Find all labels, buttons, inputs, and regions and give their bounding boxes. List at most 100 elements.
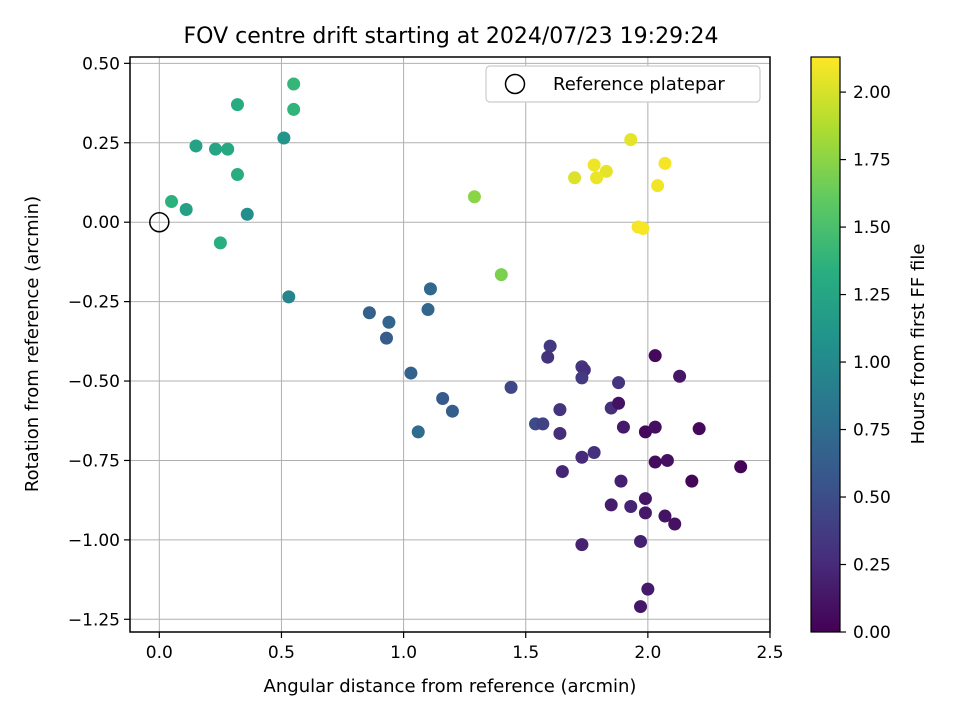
- data-point: [287, 77, 301, 91]
- data-point: [421, 303, 435, 317]
- data-point: [634, 534, 648, 548]
- colorbar-tick-label: 0.25: [853, 556, 891, 576]
- data-point: [230, 98, 244, 112]
- data-point: [445, 404, 459, 418]
- data-point: [282, 290, 296, 304]
- data-point: [362, 306, 376, 320]
- data-point: [541, 350, 555, 364]
- chart-title: FOV centre drift starting at 2024/07/23 …: [184, 24, 719, 49]
- colorbar-tick-label: 1.50: [853, 218, 891, 238]
- data-point: [599, 164, 613, 178]
- data-point: [382, 315, 396, 329]
- plot-frame: [129, 56, 771, 633]
- data-point: [587, 158, 601, 172]
- x-tick-label: 0.0: [146, 643, 173, 663]
- data-point: [590, 171, 604, 185]
- data-point: [668, 517, 682, 531]
- colorbar-tick-label: 0.75: [853, 421, 891, 441]
- reference-marker-layer: [149, 211, 170, 233]
- data-point: [568, 171, 582, 185]
- data-point: [616, 420, 630, 434]
- data-point: [504, 380, 518, 394]
- data-point: [658, 156, 672, 170]
- data-point: [587, 446, 601, 460]
- colorbar-tick-label: 2.00: [853, 83, 891, 103]
- x-tick-label: 1.5: [512, 643, 539, 663]
- data-point: [494, 268, 508, 282]
- data-point: [634, 600, 648, 614]
- y-tick-label: −0.50: [68, 372, 120, 392]
- legend-box: [485, 65, 761, 103]
- x-tick-label: 2.0: [634, 643, 661, 663]
- data-point: [165, 195, 179, 209]
- legend-reference-marker: [504, 73, 526, 95]
- data-point: [543, 339, 557, 353]
- data-point: [575, 538, 589, 552]
- data-point: [277, 131, 291, 145]
- colorbar-tick-label: 0.50: [853, 488, 891, 508]
- x-tick-label: 2.5: [756, 643, 783, 663]
- data-point: [612, 376, 626, 390]
- y-tick-label: −1.00: [68, 531, 120, 551]
- colorbar-tick-label: 1.00: [853, 353, 891, 373]
- data-point: [658, 509, 672, 523]
- data-point: [179, 202, 193, 216]
- y-tick-label: −0.25: [68, 293, 120, 313]
- data-point: [648, 455, 662, 469]
- data-point: [287, 102, 301, 116]
- data-point: [638, 506, 652, 520]
- data-point: [614, 474, 628, 488]
- colorbar: 0.00 0.25 0.50 0.75 1.00 1.25 1.50 1.75 2.00 Hou…: [810, 56, 929, 643]
- y-tick-label: 0.00: [82, 213, 120, 233]
- x-axis-label: Angular distance from reference (arcmin): [264, 676, 637, 697]
- legend-label: Reference platepar: [553, 74, 725, 95]
- y-tick-label: 0.50: [82, 54, 120, 74]
- data-point: [467, 190, 481, 204]
- data-point: [555, 465, 569, 479]
- data-point: [612, 396, 626, 410]
- y-tick-label: 0.25: [82, 134, 120, 154]
- data-point: [624, 133, 638, 147]
- data-point: [411, 425, 425, 439]
- data-point: [648, 349, 662, 363]
- x-tick-label: 0.5: [268, 643, 295, 663]
- data-point: [423, 282, 437, 296]
- data-point: [641, 582, 655, 596]
- reference-platepar-marker: [149, 211, 170, 233]
- data-points: [165, 77, 748, 614]
- data-point: [651, 179, 665, 193]
- data-point: [734, 460, 748, 474]
- data-point: [636, 222, 650, 236]
- data-point: [692, 422, 706, 436]
- data-point: [189, 139, 203, 153]
- data-point: [638, 492, 652, 506]
- x-axis-ticks: 0.0 0.5 1.0 1.5 2.0 2.5: [146, 632, 784, 663]
- legend: Reference platepar: [485, 65, 761, 103]
- data-point: [553, 426, 567, 440]
- data-point: [575, 371, 589, 385]
- colorbar-ticks: 0.00 0.25 0.50 0.75 1.00 1.25 1.50 1.75 2.00: [840, 83, 891, 643]
- data-point: [553, 403, 567, 417]
- y-tick-label: −1.25: [68, 610, 120, 630]
- data-point: [436, 392, 450, 406]
- y-axis-ticks: 0.50 0.25 0.00 −0.25 −0.50 −0.75 −1.00 −1.25: [68, 54, 130, 630]
- data-point: [624, 500, 638, 514]
- data-point: [221, 142, 235, 156]
- data-point: [379, 331, 393, 345]
- data-point: [208, 142, 222, 156]
- colorbar-tick-label: 1.75: [853, 151, 891, 171]
- x-tick-label: 1.0: [390, 643, 417, 663]
- y-axis-label: Rotation from reference (arcmin): [22, 196, 43, 492]
- colorbar-tick-label: 0.00: [853, 623, 891, 643]
- data-point: [638, 425, 652, 439]
- colorbar-gradient: [810, 56, 841, 633]
- colorbar-tick-label: 1.25: [853, 286, 891, 306]
- data-point: [660, 453, 674, 467]
- colorbar-label: Hours from first FF file: [908, 244, 929, 445]
- data-point: [240, 207, 254, 221]
- data-point: [673, 369, 687, 383]
- data-point: [575, 450, 589, 464]
- data-point: [536, 417, 550, 431]
- data-point: [213, 236, 227, 250]
